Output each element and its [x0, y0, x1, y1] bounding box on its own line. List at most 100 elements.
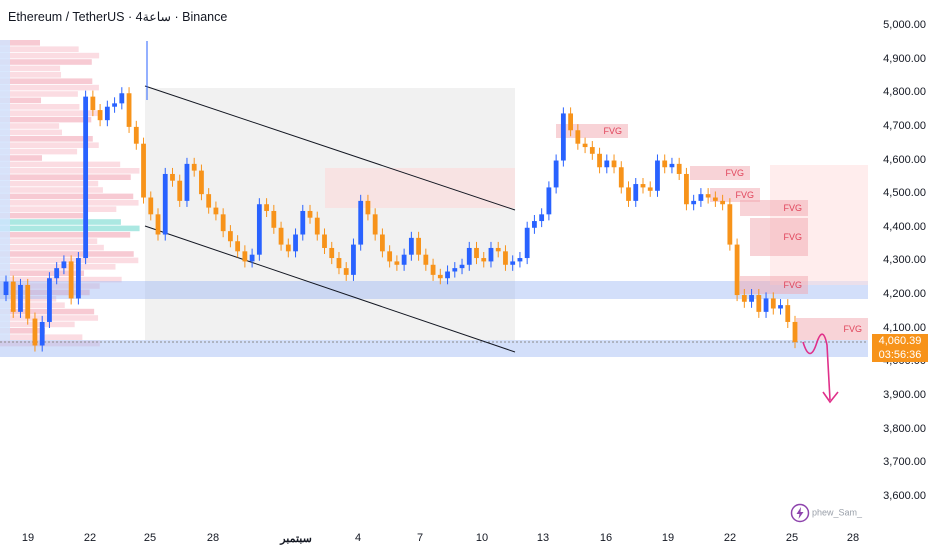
candle-body [416, 237, 421, 255]
candle-body [39, 321, 45, 346]
candle-body [568, 113, 574, 131]
volume-profile-bar [0, 123, 60, 129]
candle-body [488, 247, 494, 262]
candle-body [546, 187, 552, 215]
fvg-zone [740, 200, 808, 216]
candle-body [466, 247, 472, 265]
candle-body [351, 244, 356, 275]
candle-body [133, 126, 139, 144]
candle-body [68, 261, 74, 299]
volume-profile-bar [0, 251, 134, 257]
volume-profile-bar [0, 289, 90, 296]
projection-path [802, 333, 831, 401]
candle-body [712, 197, 718, 201]
candle-body [155, 214, 161, 235]
cloud-area [325, 168, 515, 208]
candle-body [503, 251, 508, 265]
candle-body [720, 200, 726, 205]
candle-body [553, 160, 559, 188]
y-tick-label: 4,300.00 [883, 254, 926, 267]
candle-body [770, 298, 776, 309]
fvg-zone [690, 166, 750, 180]
countdown-label: 03:56:36 [872, 348, 928, 362]
candle-body [604, 160, 610, 168]
candle-body [32, 318, 38, 346]
candle-body [170, 173, 175, 181]
candle-body [336, 258, 342, 269]
candle-body [459, 264, 465, 269]
candle-body [640, 184, 646, 188]
x-tick-label: 22 [83, 532, 97, 544]
candle-body [785, 305, 791, 322]
volume-profile-bar [0, 110, 100, 116]
x-tick-label: 13 [536, 532, 550, 544]
volume-profile-bar [0, 244, 104, 251]
candle-body [90, 96, 96, 111]
candle-body [532, 221, 537, 228]
bolt-icon [790, 503, 810, 523]
candle-body [698, 194, 704, 201]
candle-body [582, 143, 588, 148]
candle-body [372, 214, 378, 235]
candle-body [83, 96, 89, 259]
candle-body [235, 241, 241, 252]
volume-profile-bar [0, 257, 139, 264]
candle-body [256, 204, 262, 255]
candle-body [112, 103, 117, 107]
candle-body [734, 244, 740, 296]
candle-body [220, 214, 226, 232]
candle-body [437, 274, 443, 279]
channel-upper-line [144, 85, 516, 211]
volume-profile-bar [0, 129, 62, 136]
demand-zone [0, 281, 868, 299]
candle-body [104, 106, 110, 121]
candle-body [669, 163, 675, 168]
fvg-zone [556, 124, 628, 138]
candle-body [633, 184, 639, 201]
y-tick-label: 3,800.00 [883, 422, 926, 435]
fvg-label: FVG [783, 232, 802, 242]
volume-profile-bar [0, 206, 117, 212]
y-tick-label: 4,100.00 [883, 321, 926, 334]
zones: FVG FVG FVG FVG FVG FVG FVG [0, 88, 868, 357]
volume-profile-bar [0, 72, 62, 78]
support-zone [0, 340, 868, 357]
candle-body [343, 268, 349, 275]
volume-profile-bar [0, 155, 43, 161]
candle-body [452, 268, 458, 272]
candle-body [495, 247, 501, 252]
channel-lower-line [144, 225, 516, 353]
candle-body [517, 258, 523, 262]
candle-body [191, 163, 197, 171]
candle-body [148, 197, 154, 215]
candle-body [727, 204, 733, 245]
y-tick-label: 4,700.00 [883, 119, 926, 132]
candle-body [177, 180, 183, 201]
candle-body [597, 153, 602, 168]
y-tick-label: 3,600.00 [883, 489, 926, 502]
volume-profile-bar [0, 91, 78, 97]
x-tick-label: 28 [846, 532, 860, 544]
candle-body [423, 254, 429, 265]
volume-profile-bar [0, 225, 140, 232]
candle-body [300, 210, 306, 235]
candle-body [430, 264, 436, 275]
candle-body [575, 130, 581, 144]
volume-profile-bar [0, 232, 131, 238]
volume-profile-bar [0, 161, 121, 168]
volume-profile-bar [0, 174, 131, 180]
candle-body [271, 210, 277, 228]
volume-profile-bar [0, 168, 140, 174]
candle-body [61, 261, 67, 269]
x-tick-label: 25 [143, 532, 157, 544]
candle-body [285, 244, 291, 252]
candle-body [749, 295, 754, 302]
last-price-label: 4,060.39 [872, 334, 928, 348]
candle-body [626, 187, 631, 201]
candle-body [387, 251, 393, 262]
candle-body [380, 234, 385, 252]
x-tick-label: 7 [416, 532, 424, 544]
y-tick-label: 4,500.00 [883, 187, 926, 200]
y-tick-label: 4,400.00 [883, 220, 926, 233]
